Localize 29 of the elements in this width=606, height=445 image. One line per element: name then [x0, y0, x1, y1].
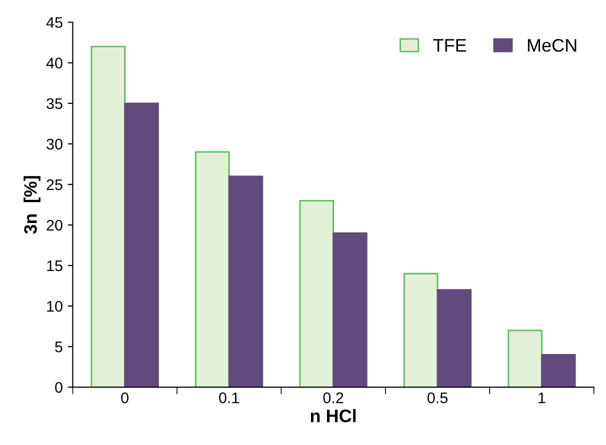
bar	[541, 354, 576, 388]
legend-label: MeCN	[528, 38, 576, 52]
bar	[332, 232, 368, 388]
x-axis-title: n HCl	[310, 409, 356, 422]
y-tick-label: 15	[47, 260, 62, 272]
y-tick-label: 25	[46, 179, 62, 190]
y-tick-label: 5	[55, 342, 62, 352]
y-axis-title: 3n [%]	[24, 176, 40, 234]
y-tick-label: 40	[46, 58, 62, 68]
y-tick-label: 20	[46, 220, 62, 231]
bar	[195, 151, 230, 388]
bar	[124, 102, 159, 388]
y-tick-label: 45	[46, 17, 62, 28]
x-tick-label: 0.5	[428, 392, 448, 404]
legend-label: TFE	[433, 39, 466, 52]
y-tick-label: 35	[46, 98, 62, 110]
x-tick-label: 0.1	[219, 392, 239, 404]
bar	[403, 272, 438, 388]
x-tick-label: 0	[121, 392, 128, 404]
y-tick-label: 30	[46, 138, 62, 150]
bar	[299, 200, 334, 388]
x-tick-label: 0.2	[323, 392, 344, 404]
y-tick-label: 10	[47, 300, 62, 312]
bar	[436, 289, 472, 388]
y-tick-label: 0	[55, 382, 62, 393]
bar	[228, 176, 264, 388]
bar	[90, 46, 126, 388]
bar	[508, 330, 542, 388]
x-tick-label: 1	[538, 392, 546, 404]
